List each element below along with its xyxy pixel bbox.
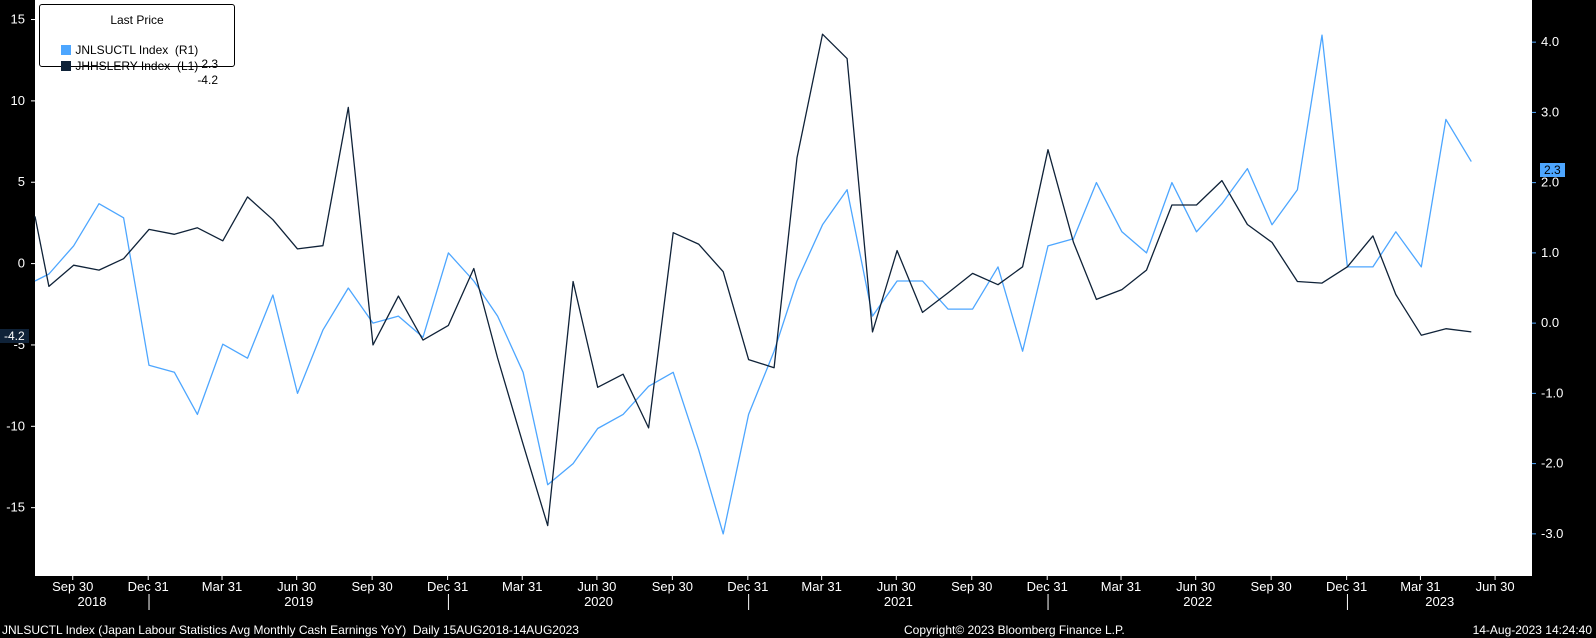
year-label: 2019: [284, 594, 313, 609]
x-tick-label: Sep 30: [652, 579, 693, 594]
year-label: 2021: [884, 594, 913, 609]
x-tick-label: Dec 31: [1027, 579, 1068, 594]
legend: Last Price JNLSUCTL Index (R1) 2.3 JHHSL…: [39, 4, 235, 87]
legend-item-value: 2.3: [201, 57, 218, 71]
x-tick-label: Dec 31: [427, 579, 468, 594]
footer-timestamp: 14-Aug-2023 14:24:40: [1472, 623, 1592, 637]
series-layer: [34, 33, 1472, 535]
footer-copyright: Copyright© 2023 Bloomberg Finance L.P.: [904, 623, 1125, 637]
right-price-tag: 2.3: [1540, 163, 1565, 177]
right-tick-label: 3.0: [1541, 104, 1559, 119]
left-tick-label: -5: [13, 337, 25, 352]
x-tick-label: Dec 31: [727, 579, 768, 594]
right-axis: 4.0 3.0 2.0 1.0 0.0 -1.0 -2.0 -3.0: [1532, 34, 1563, 541]
x-axis-bg: [0, 576, 1596, 622]
x-tick-label: Sep 30: [1251, 579, 1292, 594]
x-axis: Sep 30 Dec 31 Mar 31 Jun 30 Sep 30 Dec 31 Mar …: [52, 576, 1515, 610]
left-tick-label: 15: [11, 12, 25, 27]
legend-title: Last Price: [110, 13, 164, 27]
series-line-jnlsuctl: [34, 34, 1472, 535]
right-tick-label: 1.0: [1541, 245, 1559, 260]
year-label: 2018: [78, 594, 107, 609]
legend-item-jnlsuctl: JNLSUCTL Index (R1) 2.3: [48, 29, 226, 71]
right-tick-label: 2.0: [1541, 175, 1559, 190]
x-tick-label: Jun 30: [1176, 579, 1215, 594]
year-label: 2022: [1183, 594, 1212, 609]
legend-swatch-light: [61, 45, 72, 55]
x-tick-label: Mar 31: [202, 579, 242, 594]
x-tick-label: Mar 31: [1101, 579, 1141, 594]
x-tick-label: Sep 30: [52, 579, 93, 594]
x-tick-label: Dec 31: [128, 579, 169, 594]
right-axis-bg: [1532, 0, 1596, 622]
x-tick-label: Jun 30: [1476, 579, 1515, 594]
legend-item-jhhslery: JHHSLERY Index (L1) -4.2: [48, 45, 226, 87]
left-tick-label: 0: [18, 256, 25, 271]
x-tick-label: Mar 31: [1400, 579, 1440, 594]
series-line-jhhslery: [34, 33, 1472, 527]
year-label: 2020: [584, 594, 613, 609]
footer-bg: [0, 622, 1596, 638]
right-tick-label: -1.0: [1541, 385, 1563, 400]
right-tick-label: 4.0: [1541, 34, 1559, 49]
legend-swatch-dark: [61, 61, 72, 71]
left-tick-label: 5: [18, 174, 25, 189]
footer-description: JNLSUCTL Index (Japan Labour Statistics …: [2, 623, 579, 637]
left-tick-label: -15: [6, 500, 25, 515]
x-tick-label: Jun 30: [577, 579, 616, 594]
year-label: 2023: [1425, 594, 1454, 609]
x-tick-label: Sep 30: [352, 579, 393, 594]
legend-item-value: -4.2: [197, 73, 218, 87]
x-tick-label: Mar 31: [801, 579, 841, 594]
x-tick-label: Mar 31: [502, 579, 542, 594]
right-tick-label: -3.0: [1541, 526, 1563, 541]
right-tick-label: 0.0: [1541, 315, 1559, 330]
legend-item-label: JHHSLERY Index (L1): [75, 59, 199, 73]
left-axis: 15 10 5 0 -5 -10 -15: [6, 12, 35, 515]
x-tick-label: Dec 31: [1326, 579, 1367, 594]
left-price-tag: -4.2: [0, 329, 29, 343]
left-axis-bg: [0, 0, 35, 622]
x-tick-label: Jun 30: [877, 579, 916, 594]
x-tick-label: Sep 30: [951, 579, 992, 594]
legend-item-label: JNLSUCTL Index (R1): [75, 43, 199, 57]
left-tick-label: -10: [6, 418, 25, 433]
left-tick-label: 10: [11, 93, 25, 108]
x-tick-label: Jun 30: [277, 579, 316, 594]
right-tick-label: -2.0: [1541, 456, 1563, 471]
